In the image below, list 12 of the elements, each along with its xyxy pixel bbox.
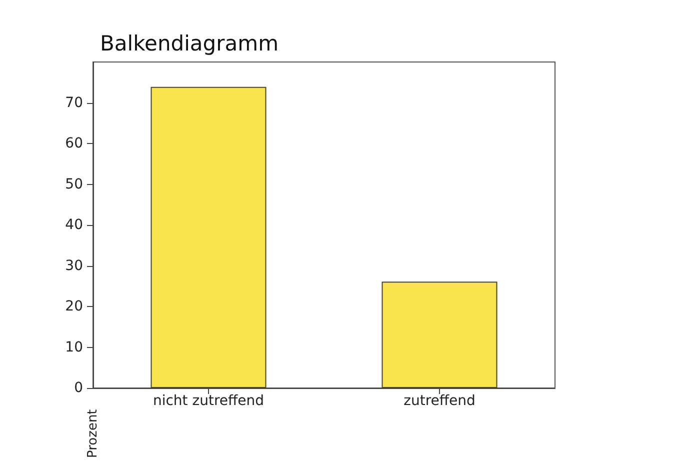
y-tick-label: 0 [74,380,83,396]
y-tick-label: 50 [65,176,83,192]
y-tick-label: 20 [65,298,83,314]
y-tick-label: 30 [65,258,83,274]
y-tick-label: 60 [65,136,83,152]
chart-title: Balkendiagramm [100,32,279,56]
x-tick-label: nicht zutreffend [152,393,264,409]
y-tick-label: 10 [65,339,83,356]
x-tick-label: zutreffend [404,393,476,409]
y-tick-label: 70 [65,94,83,111]
y-tick-label: 40 [65,217,83,233]
y-axis-title: Prozent [86,409,100,458]
